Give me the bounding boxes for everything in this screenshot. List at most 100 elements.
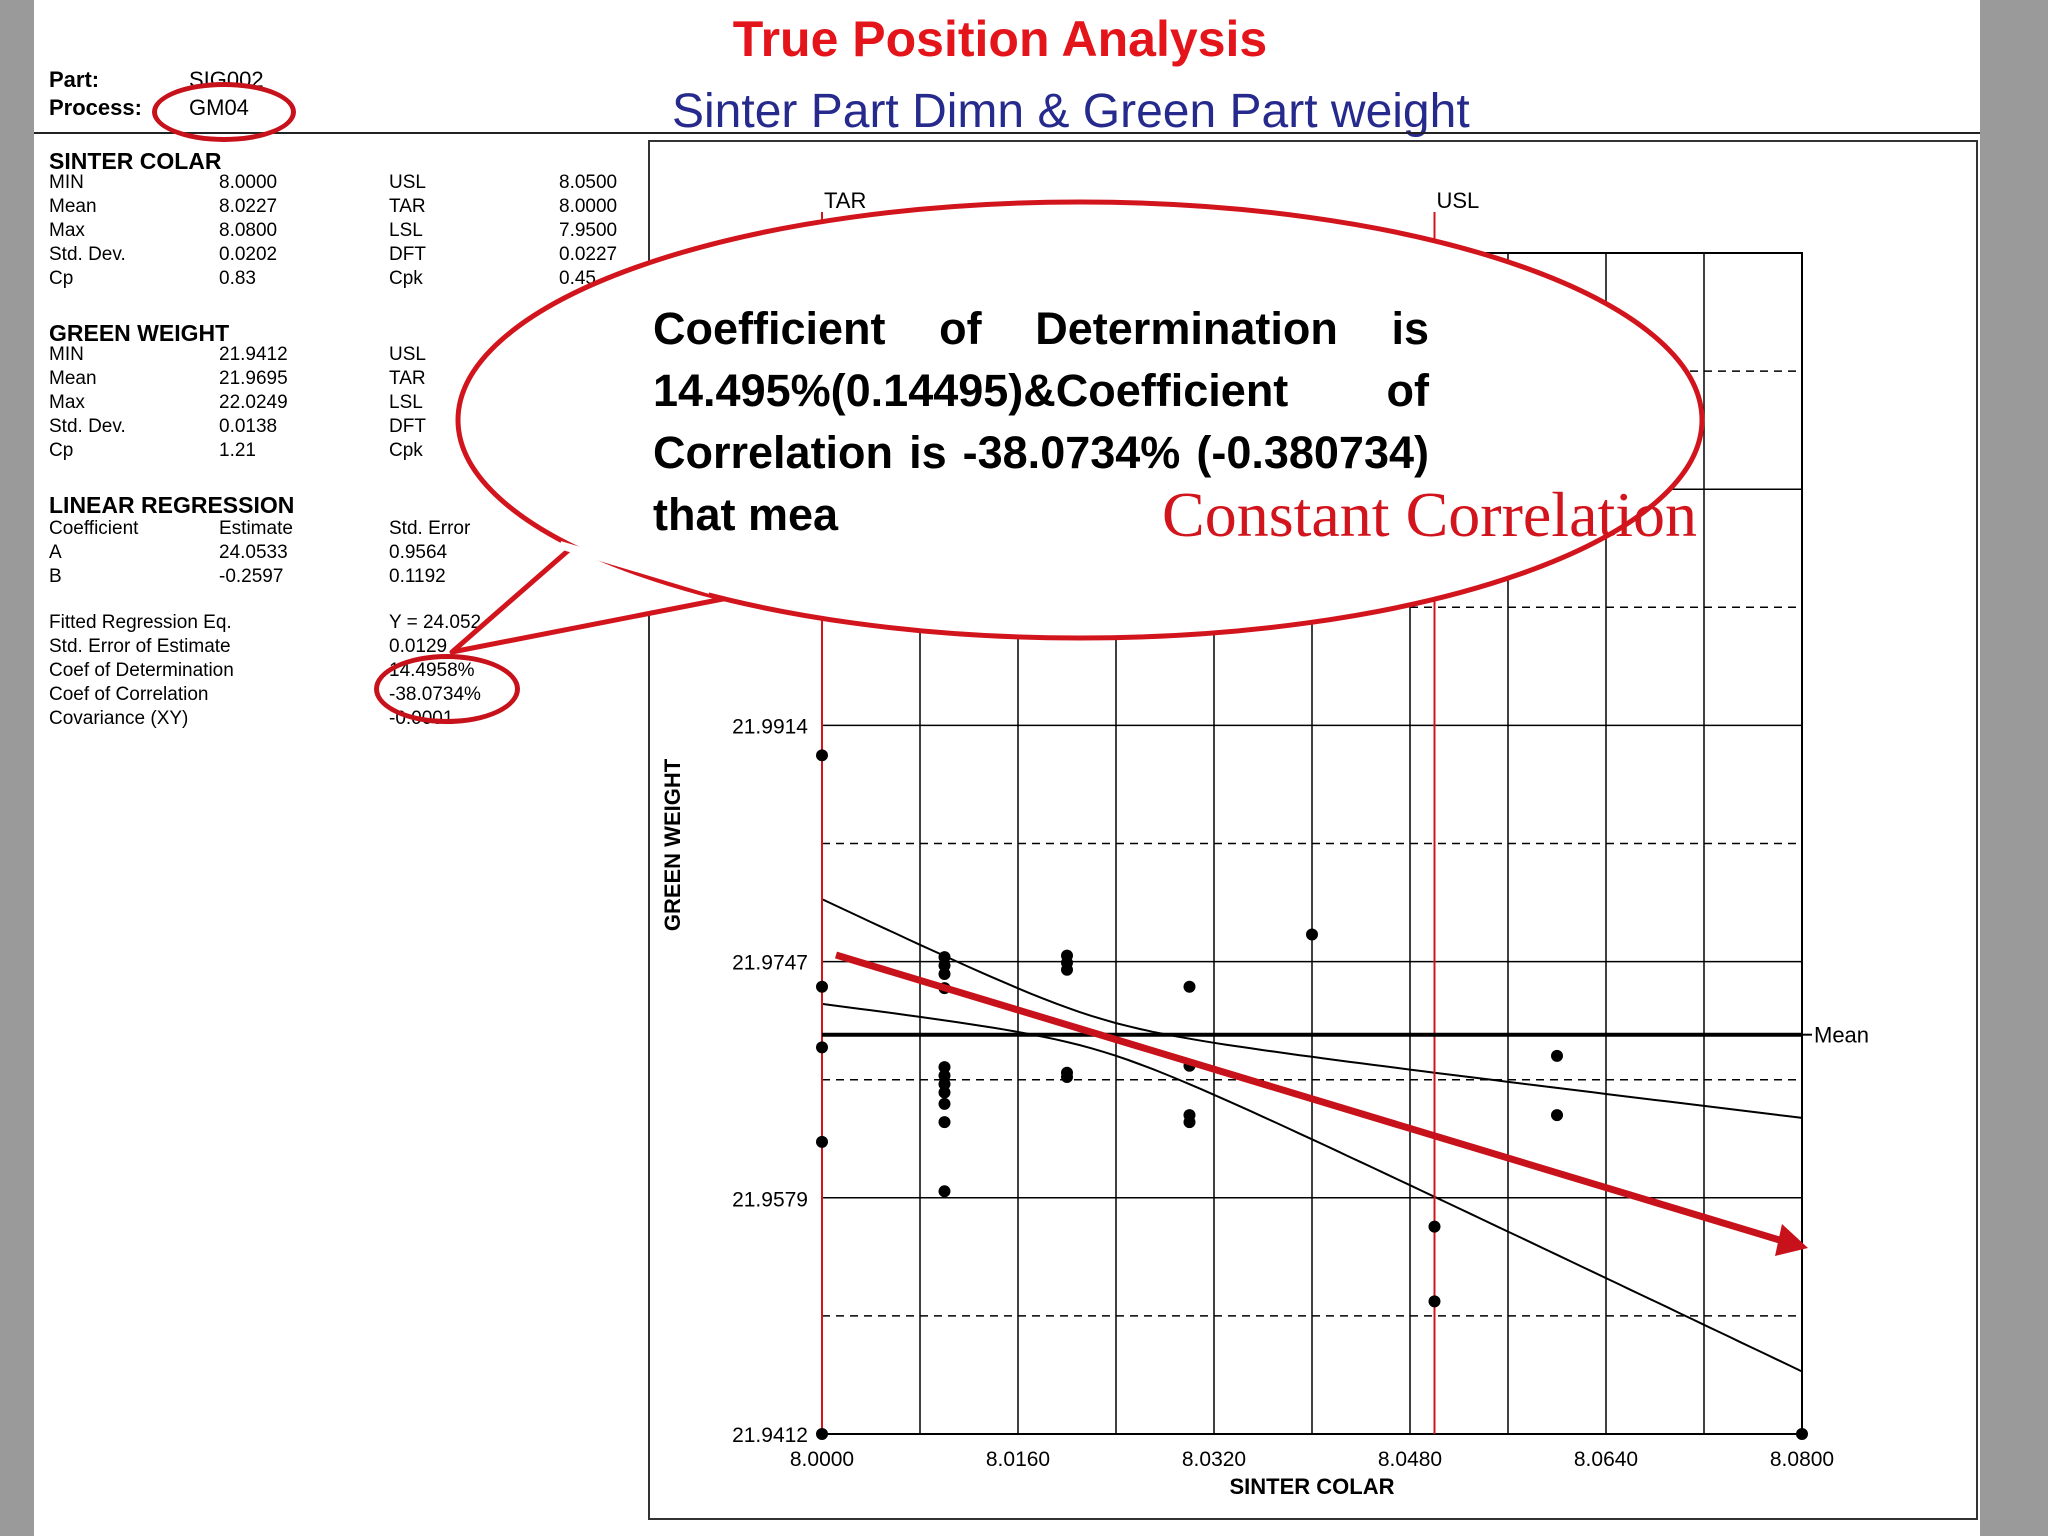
y-tick-label: 21.9914 <box>732 716 808 739</box>
data-point <box>1306 928 1318 941</box>
stat-label: Std. Dev. <box>49 244 126 265</box>
stat-label: Cp <box>49 268 74 289</box>
stat-label: Cpk <box>389 268 423 289</box>
stat-value: 0.45 <box>559 268 596 289</box>
y-tick-label: 21.9747 <box>732 951 808 974</box>
callout-text: Coefficient of Determination is 14.495%(… <box>653 303 1429 540</box>
data-point <box>1796 1428 1808 1440</box>
data-point <box>938 968 951 981</box>
tick-labels: 8.0000 8.0160 8.0320 8.0480 8.0640 8.0800 21.9… <box>660 716 1834 1499</box>
confidence-band <box>821 898 1803 1373</box>
data-point <box>938 1097 951 1110</box>
header-divider <box>34 132 1980 134</box>
data-point <box>938 1078 951 1091</box>
stat-label: Mean <box>49 368 97 389</box>
trend-arrow-head <box>1775 1224 1808 1256</box>
callout-note: Constant Correlation <box>1162 479 1698 550</box>
regression-value: 0.9564 <box>389 542 448 563</box>
data-point <box>938 1185 951 1198</box>
x-tick-label: 8.0800 <box>1770 1448 1834 1471</box>
stat-value: 21.9412 <box>219 344 288 365</box>
x-axis-label: SINTER COLAR <box>1230 1474 1395 1499</box>
stat-value: 7.9500 <box>559 220 618 241</box>
upper-confidence-curve <box>821 898 1803 1119</box>
callout-pointer-join <box>558 541 712 594</box>
stat-label: USL <box>389 344 426 365</box>
stat-label: Max <box>49 220 85 241</box>
stat-label: Max <box>49 392 85 413</box>
data-point <box>816 980 828 993</box>
stat-value: 0.83 <box>219 268 256 289</box>
data-point <box>1551 1049 1563 1062</box>
stat-label: LSL <box>389 392 423 413</box>
mean-label: Mean <box>1814 1023 1869 1048</box>
data-point <box>1428 1220 1441 1233</box>
callout-bubble <box>455 199 1705 641</box>
y-tick-label: 21.9579 <box>732 1188 808 1211</box>
x-tick-label: 8.0320 <box>1182 1448 1246 1471</box>
data-point <box>816 1041 828 1054</box>
stat-label: MIN <box>49 344 84 365</box>
green-weight-heading: GREEN WEIGHT <box>49 320 230 346</box>
fit-label: Coef of Determination <box>49 660 234 681</box>
data-point <box>938 1061 951 1074</box>
right-border <box>1980 0 2048 1536</box>
regression-label: A <box>49 542 62 563</box>
data-point <box>1061 1071 1073 1084</box>
data-point <box>816 1428 828 1440</box>
fit-value: 0.0129 <box>389 636 448 657</box>
stat-label: Std. Dev. <box>49 416 126 437</box>
stat-label: TAR <box>389 368 426 389</box>
stat-value: 0.0202 <box>219 244 278 265</box>
determination-highlight-circle <box>374 654 520 724</box>
stat-value: 8.0000 <box>219 172 278 193</box>
fit-label: Std. Error of Estimate <box>49 636 231 657</box>
ref-label-usl: USL <box>1437 188 1480 213</box>
left-border <box>0 0 34 1536</box>
x-tick-label: 8.0000 <box>790 1448 854 1471</box>
stat-value: 21.9695 <box>219 368 288 389</box>
stat-label: Cp <box>49 440 74 461</box>
data-point <box>938 1116 951 1129</box>
y-axis-label: GREEN WEIGHT <box>660 758 685 931</box>
stat-value: 8.0227 <box>219 196 278 217</box>
stat-label: Mean <box>49 196 97 217</box>
x-tick-label: 8.0160 <box>986 1448 1050 1471</box>
y-tick-label: 21.9412 <box>732 1424 808 1447</box>
fit-value: Y = 24.052 <box>389 612 482 633</box>
stat-value: 0.0138 <box>219 416 278 437</box>
stat-label: DFT <box>389 244 426 265</box>
linear-regression-heading: LINEAR REGRESSION <box>49 492 295 518</box>
data-point <box>1061 963 1073 976</box>
regression-header: Coefficient <box>49 518 139 539</box>
lower-confidence-curve <box>821 1002 1803 1373</box>
stat-label: Cpk <box>389 440 423 461</box>
stat-label: USL <box>389 172 426 193</box>
stat-value: 1.21 <box>219 440 256 461</box>
data-point <box>1183 1116 1196 1129</box>
fit-label: Coef of Correlation <box>49 684 209 705</box>
data-point <box>816 1135 828 1148</box>
chart-frame <box>648 140 1978 1520</box>
regression-value: 24.0533 <box>219 542 288 563</box>
data-point <box>938 1069 951 1082</box>
regression-label: B <box>49 566 62 587</box>
annotations <box>449 199 1808 1256</box>
stat-value: 22.0249 <box>219 392 288 413</box>
stat-label: TAR <box>389 196 426 217</box>
regression-value: 0.1192 <box>389 566 446 587</box>
data-point <box>1428 1295 1441 1308</box>
data-point <box>816 749 828 762</box>
regression-header: Std. Error <box>389 518 471 539</box>
ref-label-tar: TAR <box>824 188 866 213</box>
process-label: Process: <box>49 95 142 120</box>
stat-value: 8.0800 <box>219 220 278 241</box>
page-title: True Position Analysis <box>732 11 1268 67</box>
stat-value: 8.0500 <box>559 172 618 193</box>
regression-header: Estimate <box>219 518 293 539</box>
page-subtitle: Sinter Part Dimn & Green Part weight <box>672 85 1470 138</box>
stat-value: 8.0000 <box>559 196 618 217</box>
sinter-colar-heading: SINTER COLAR <box>49 148 222 174</box>
fit-label: Covariance (XY) <box>49 708 189 729</box>
